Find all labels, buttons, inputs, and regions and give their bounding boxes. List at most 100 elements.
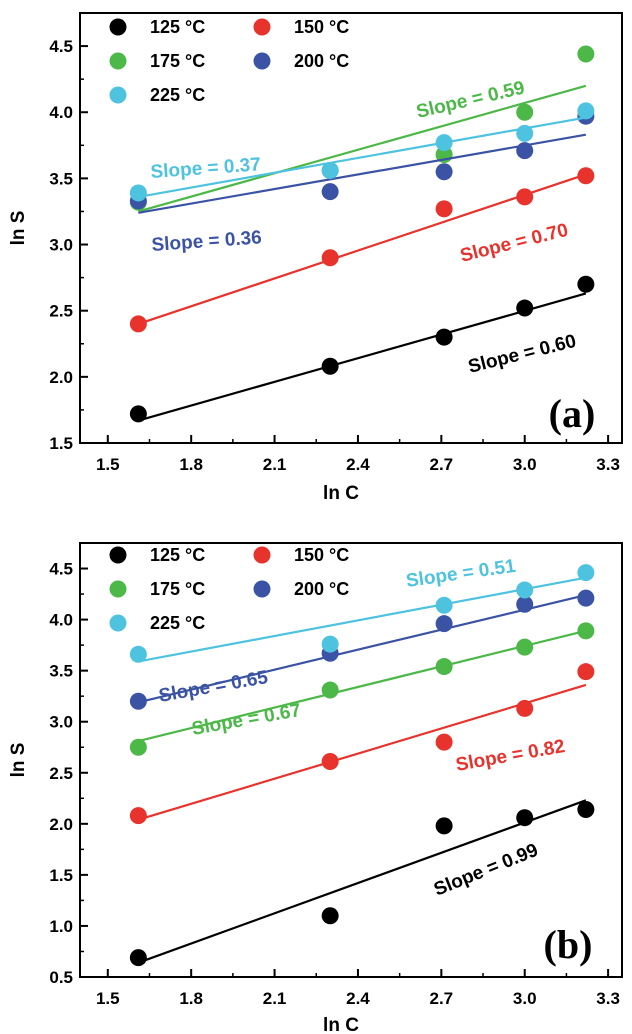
x-tick-label: 1.5	[96, 455, 120, 474]
data-point	[129, 692, 147, 710]
legend-label: 125 °C	[150, 17, 205, 37]
legend-marker	[109, 614, 127, 632]
data-point	[435, 163, 453, 181]
data-point	[577, 663, 595, 681]
x-tick-label: 2.4	[346, 455, 370, 474]
data-point	[321, 357, 339, 375]
data-point	[577, 622, 595, 640]
series-225C: Slope = 0.37	[129, 102, 595, 202]
y-tick-label: 3.5	[49, 169, 73, 188]
y-tick-label: 3.0	[49, 713, 73, 732]
fit-line	[138, 594, 587, 704]
data-point	[129, 184, 147, 202]
fit-line	[138, 292, 587, 422]
x-tick-label: 1.5	[96, 989, 120, 1008]
data-point	[516, 809, 534, 827]
panel-a: 1.5 1.8 2.1 2.4 2.7 3.0 3.3 1.5 2.0 2.5 3.0 3.5 4.0 4…	[8, 12, 623, 504]
data-point	[435, 817, 453, 835]
data-point	[516, 103, 534, 121]
y-tick-label: 4.5	[49, 560, 73, 579]
x-tick-label: 2.7	[430, 455, 454, 474]
legend-label: 200 °C	[294, 579, 349, 599]
legend-label: 225 °C	[150, 613, 205, 633]
data-point	[321, 161, 339, 179]
data-point	[321, 681, 339, 699]
y-tick-label: 3.5	[49, 662, 73, 681]
x-tick-label: 1.8	[179, 989, 203, 1008]
data-point	[435, 328, 453, 346]
data-point	[577, 564, 595, 582]
slope-label: Slope = 0.36	[151, 227, 263, 256]
y-tick-label: 2.0	[49, 815, 73, 834]
slope-label: Slope = 0.82	[454, 736, 566, 776]
x-tick-label: 3.3	[596, 989, 620, 1008]
data-point	[321, 183, 339, 201]
slope-label: Slope = 0.99	[431, 840, 541, 901]
data-point	[577, 801, 595, 819]
panel-b: 1.5 1.8 2.1 2.4 2.7 3.0 3.3 0.5 1.0 1.5 2.0 2.5 3.0 3…	[8, 542, 623, 1034]
x-tick-label: 3.3	[596, 455, 620, 474]
data-point	[577, 102, 595, 120]
slope-label: Slope = 0.67	[190, 700, 302, 740]
legend-marker	[109, 52, 127, 70]
y-axis-title: ln S	[8, 211, 29, 246]
y-tick-label: 4.0	[49, 103, 73, 122]
y-tick-label: 1.0	[49, 917, 73, 936]
y-tick-label: 2.0	[49, 368, 73, 387]
data-point	[577, 45, 595, 63]
legend-label: 175 °C	[150, 579, 205, 599]
data-point	[516, 142, 534, 160]
fit-line	[138, 683, 587, 821]
data-point	[516, 638, 534, 656]
slope-label: Slope = 0.51	[405, 556, 518, 592]
fit-line	[138, 629, 587, 743]
data-point	[435, 658, 453, 676]
data-point	[129, 405, 147, 423]
legend-marker	[109, 18, 127, 36]
legend-marker	[253, 580, 271, 598]
y-tick-label: 4.5	[49, 37, 73, 56]
x-tick-label: 2.4	[346, 989, 370, 1008]
data-point	[321, 635, 339, 653]
x-tick-label: 2.1	[263, 455, 287, 474]
legend-label: 200 °C	[294, 51, 349, 71]
data-point	[516, 699, 534, 717]
x-tick-label: 2.7	[430, 989, 454, 1008]
y-tick-label: 2.5	[49, 302, 73, 321]
series-125C: Slope = 0.99	[129, 799, 595, 967]
x-tick-label: 3.0	[513, 455, 537, 474]
series-125C: Slope = 0.60	[129, 275, 595, 423]
slope-label: Slope = 0.65	[157, 667, 270, 707]
data-point	[435, 733, 453, 751]
fit-line	[138, 116, 587, 198]
slope-label: Slope = 0.70	[458, 220, 570, 267]
fit-line	[138, 133, 587, 214]
panel-label: (a)	[549, 391, 596, 436]
data-point	[435, 200, 453, 218]
y-tick-label: 0.5	[49, 968, 73, 987]
x-tick-label: 3.0	[513, 989, 537, 1008]
data-point	[577, 275, 595, 293]
legend-marker	[109, 546, 127, 564]
x-tick-label: 2.1	[263, 989, 287, 1008]
data-point	[129, 949, 147, 967]
legend-label: 175 °C	[150, 51, 205, 71]
data-point	[321, 907, 339, 925]
data-point	[577, 589, 595, 607]
fit-line	[138, 576, 587, 663]
data-point	[516, 188, 534, 206]
plot-frame	[79, 542, 623, 978]
plot-frame	[79, 12, 623, 444]
data-point	[516, 124, 534, 142]
data-point	[129, 645, 147, 663]
data-point	[577, 167, 595, 185]
data-point	[129, 738, 147, 756]
data-point	[516, 299, 534, 317]
y-tick-label: 1.5	[49, 434, 73, 453]
x-tick-label: 1.8	[179, 455, 203, 474]
data-point	[435, 596, 453, 614]
slope-label: Slope = 0.59	[414, 78, 526, 123]
legend: 125 °C 150 °C 175 °C 200 °C 225 °C	[109, 545, 349, 633]
y-tick-label: 2.5	[49, 764, 73, 783]
legend-marker	[253, 52, 271, 70]
